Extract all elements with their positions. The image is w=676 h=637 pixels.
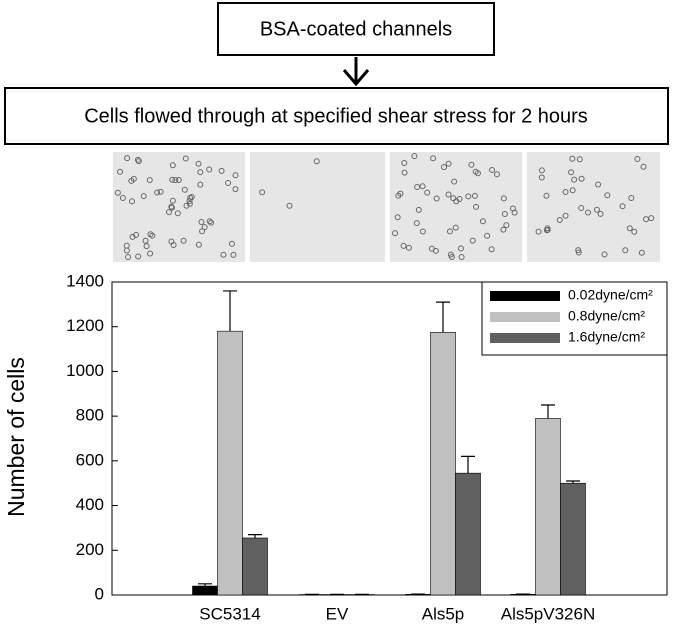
error-bar	[436, 302, 450, 332]
error-bar	[223, 291, 237, 331]
legend-swatch	[490, 291, 560, 301]
legend-swatch	[490, 312, 560, 322]
legend-label: 0.8dyne/cm²	[568, 308, 645, 324]
x-tick-label: EV	[326, 604, 349, 623]
y-tick-label: 200	[76, 540, 104, 559]
y-tick-label: 1200	[66, 316, 104, 335]
y-tick-label: 600	[76, 450, 104, 469]
step-label: Cells flowed through at specified shear …	[84, 105, 588, 127]
error-bar	[198, 584, 212, 586]
micrograph	[527, 152, 660, 262]
micrographs	[113, 152, 660, 262]
error-bar	[566, 481, 580, 483]
bar	[243, 538, 268, 595]
x-tick-label: SC5314	[199, 604, 260, 623]
bar	[431, 332, 456, 595]
y-tick-label: 1000	[66, 361, 104, 380]
error-bar	[248, 535, 262, 538]
y-axis-label: Number of cells	[3, 357, 29, 517]
micrograph	[250, 152, 385, 262]
y-tick-label: 1400	[66, 271, 104, 290]
x-tick-label: Als5pV326N	[501, 604, 596, 623]
bar	[218, 331, 243, 595]
legend-label: 1.6dyne/cm²	[568, 329, 645, 345]
bar	[456, 473, 481, 595]
error-bar	[541, 405, 555, 418]
bar	[193, 586, 218, 595]
bar	[561, 483, 586, 595]
x-tick-label: Als5p	[422, 604, 465, 623]
y-tick-label: 800	[76, 406, 104, 425]
step-label: BSA-coated channels	[260, 18, 452, 40]
legend-swatch	[490, 333, 560, 343]
legend-label: 0.02dyne/cm²	[568, 287, 653, 303]
error-bar	[461, 456, 475, 473]
y-tick-label: 400	[76, 495, 104, 514]
micrograph	[113, 152, 245, 262]
bar	[536, 418, 561, 595]
y-tick-label: 0	[95, 584, 104, 603]
